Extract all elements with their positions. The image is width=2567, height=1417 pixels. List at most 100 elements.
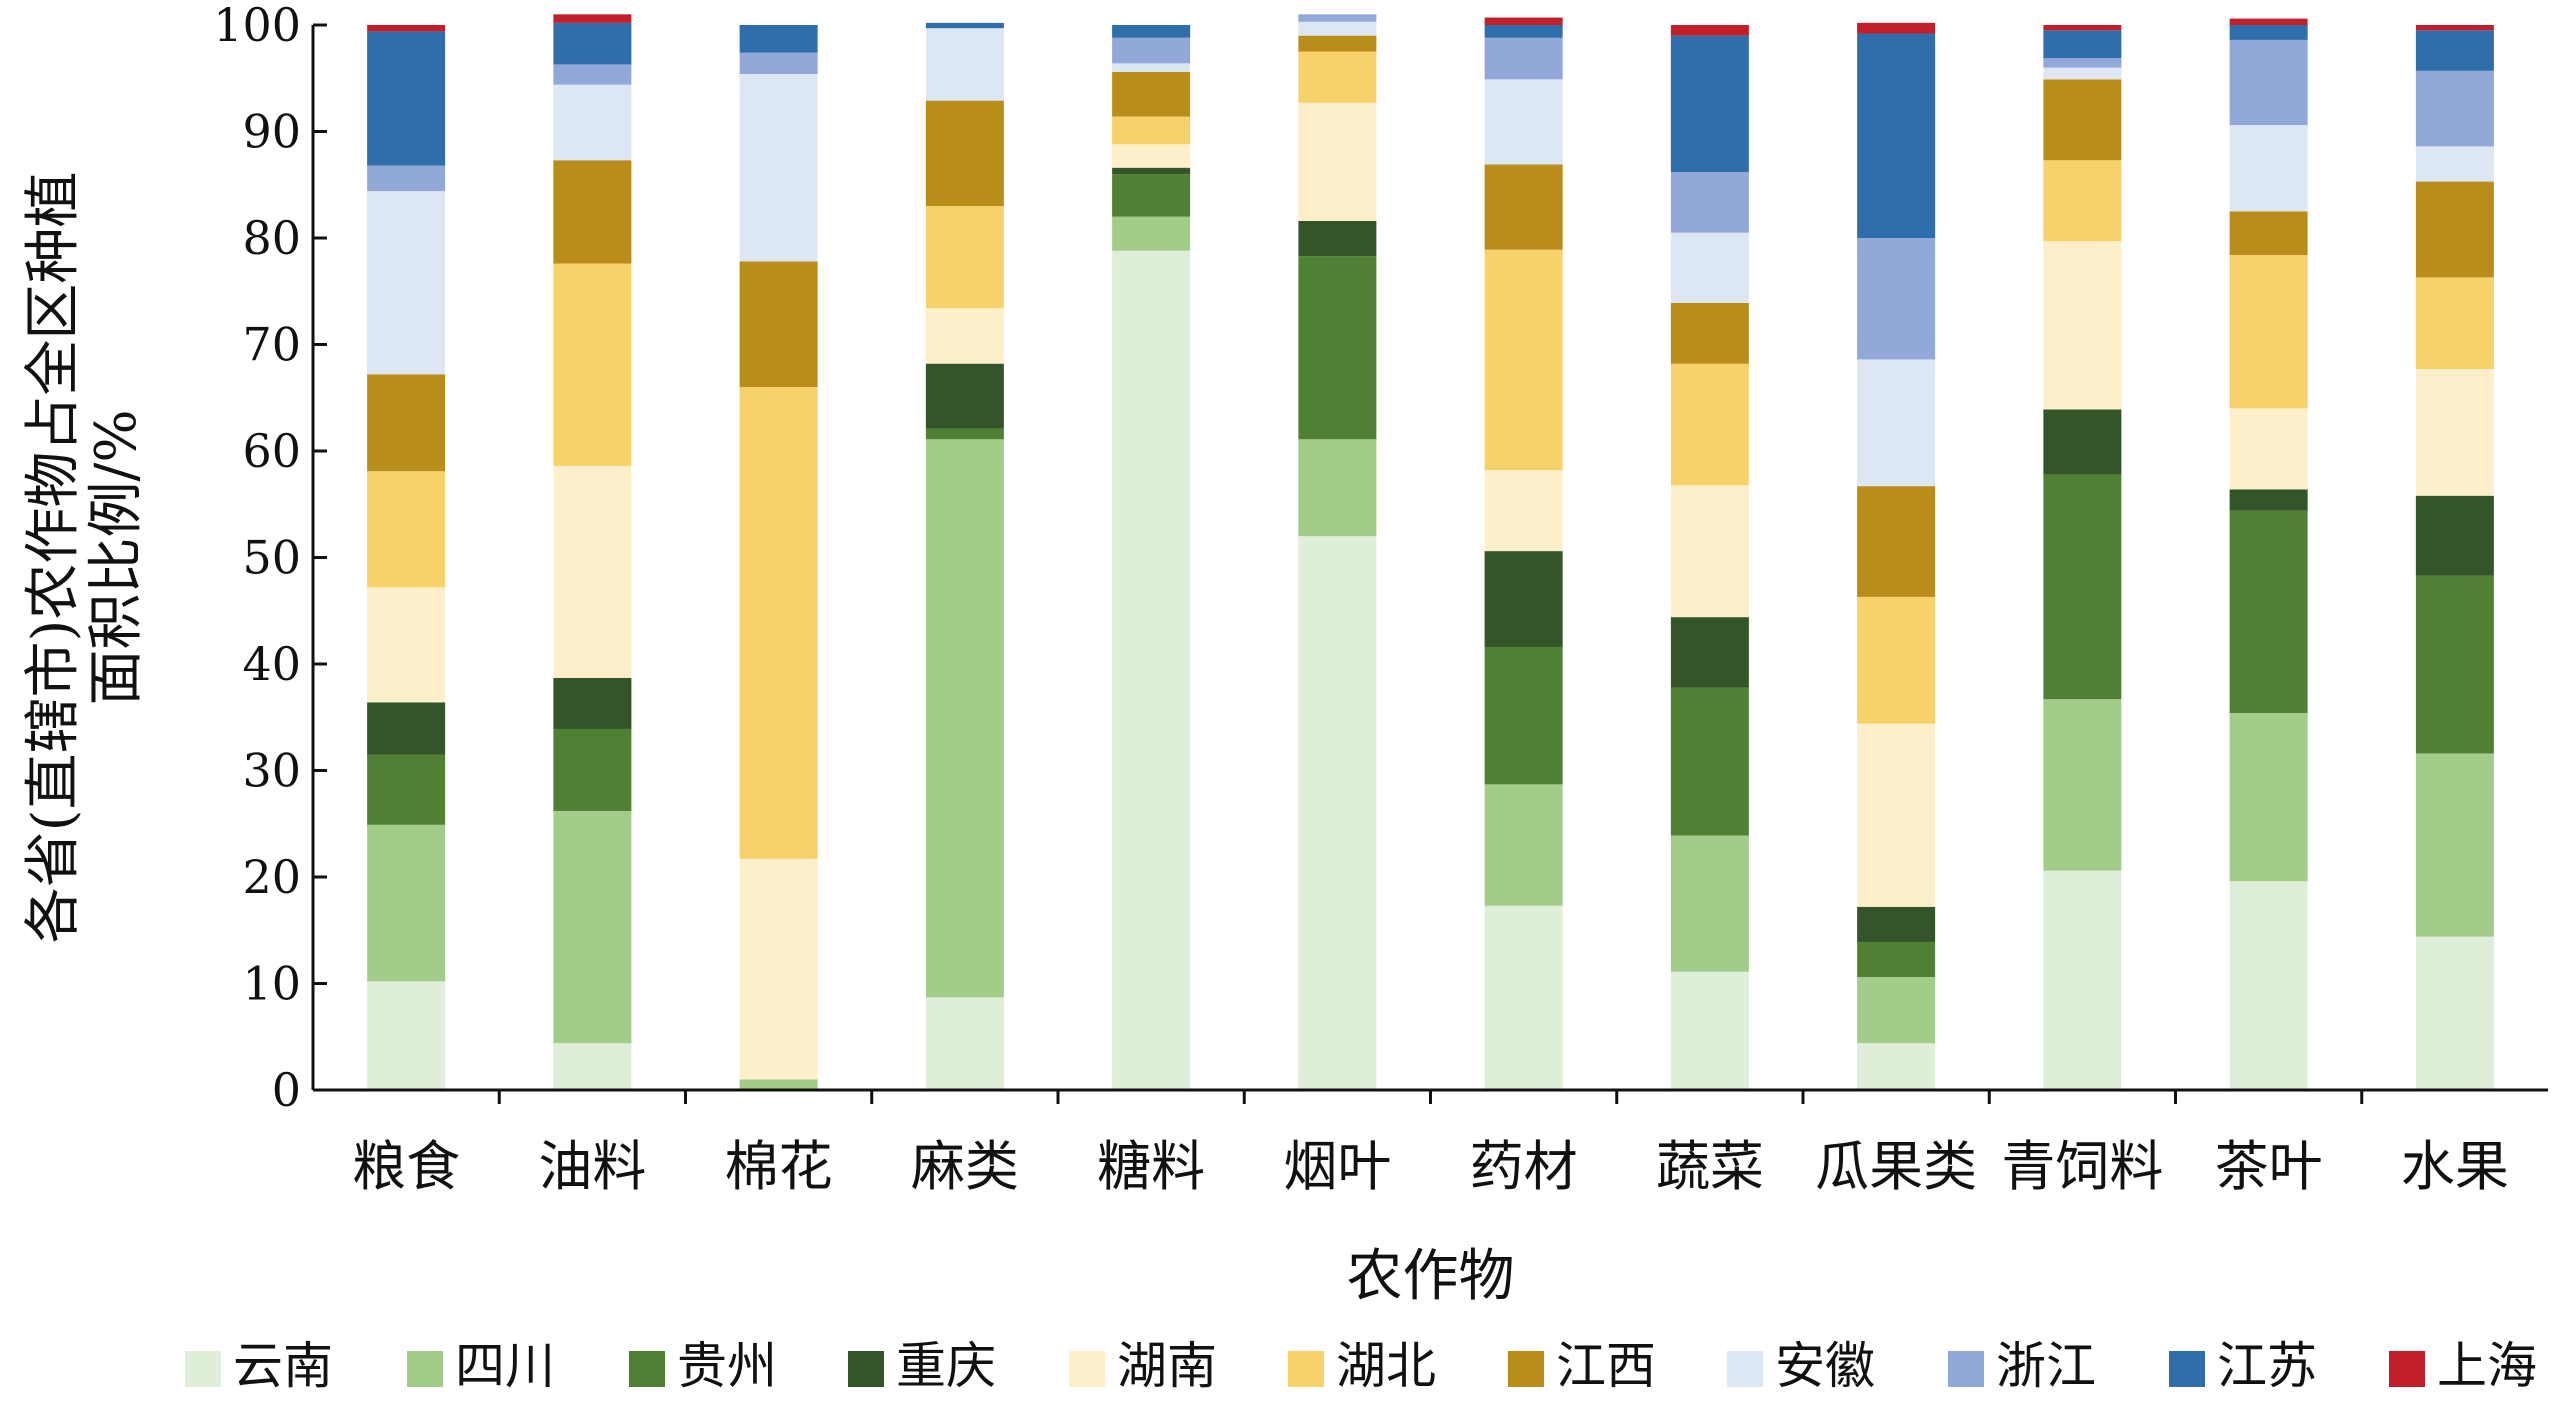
bar-segment: [2229, 712, 2308, 882]
bar-segment: [1112, 71, 1191, 117]
x-category-label: 茶叶: [2215, 1135, 2323, 1198]
bar-segment: [367, 702, 446, 755]
bar-segment: [1857, 723, 1936, 907]
bar-segment: [1298, 536, 1377, 1090]
x-category-label: 油料: [538, 1135, 646, 1198]
bar-segment: [1112, 63, 1191, 72]
bar-segment: [1112, 144, 1191, 168]
bar-segment: [2043, 79, 2122, 161]
bar-segment: [1298, 51, 1377, 103]
bar-segment: [1484, 646, 1563, 785]
bar-segment: [2415, 575, 2494, 754]
bar-segment: [1857, 1043, 1936, 1090]
bar-segment: [1484, 37, 1563, 80]
bar-segment: [367, 587, 446, 703]
legend: 云南 四川 贵州 重庆 湖南 湖北 江西 安徽 浙江 江苏 上海: [185, 1337, 2537, 1395]
bar-segment: [925, 100, 1004, 207]
bar-segment: [739, 387, 818, 859]
bar-segment: [1298, 220, 1377, 257]
y-tick-label: 90: [242, 105, 301, 159]
bar-segment: [1112, 37, 1191, 64]
bar-segment: [1484, 249, 1563, 471]
bar-segment: [1298, 439, 1377, 537]
bar-segment: [739, 1079, 818, 1090]
y-tick-label: 30: [242, 744, 301, 798]
bar-segment: [1670, 617, 1749, 688]
bar-segment: [1298, 21, 1377, 36]
x-category-label: 糖料: [1097, 1135, 1205, 1198]
bar-segment: [367, 25, 446, 32]
y-tick-label: 0: [272, 1063, 301, 1117]
bar-segment: [1857, 238, 1936, 360]
bar-segment: [367, 824, 446, 982]
legend-label: 云南: [233, 1337, 333, 1395]
bar-segment: [367, 754, 446, 825]
axes-layer: [311, 25, 2548, 1092]
bar-segment: [367, 165, 446, 192]
x-ticks: 粮食 油料 棉花 麻类 糖料 烟叶 药材 蔬菜 瓜果类 青饲料 茶叶 水果: [352, 1090, 2509, 1198]
bar-segment: [2229, 125, 2308, 212]
bar-segment: [1112, 216, 1191, 251]
bar-segment: [553, 14, 632, 23]
legend-item: 贵州: [629, 1337, 777, 1395]
legend-item: 湖南: [1069, 1337, 1217, 1395]
legend-swatch: [1508, 1351, 1544, 1387]
bar-segment: [553, 263, 632, 466]
y-tick-label: 50: [242, 531, 301, 585]
bar-segment: [2415, 181, 2494, 278]
bar-segment: [1857, 906, 1936, 942]
bar-segment: [1484, 905, 1563, 1090]
bar-segment: [367, 471, 446, 588]
bar-segment: [2043, 30, 2122, 59]
y-ticks: 0 10 20 30 40 50 60 70 80 90 100: [213, 0, 327, 1117]
bar-segment: [1670, 687, 1749, 836]
legend-label: 浙江: [1996, 1337, 2096, 1395]
legend-swatch: [407, 1351, 443, 1387]
legend-label: 江苏: [2217, 1337, 2317, 1395]
bar-segment: [1857, 359, 1936, 487]
legend-label: 江西: [1556, 1337, 1656, 1395]
bars-layer: [367, 14, 2494, 1090]
legend-swatch: [2169, 1351, 2205, 1387]
y-axis-title-line-2: 面积比例/%: [84, 409, 149, 705]
bar-segment: [1484, 470, 1563, 552]
x-category-label: 水果: [2401, 1135, 2509, 1198]
bar-segment: [553, 22, 632, 65]
bar-segment: [2415, 277, 2494, 369]
bar-segment: [2043, 409, 2122, 475]
bar-segment: [925, 22, 1004, 29]
bar-segment: [1857, 22, 1936, 34]
legend-swatch: [629, 1351, 665, 1387]
legend-swatch: [1288, 1351, 1324, 1387]
bar-segment: [367, 31, 446, 166]
bar-segment: [2415, 753, 2494, 937]
bar-segment: [2043, 241, 2122, 410]
legend-item: 四川: [407, 1337, 555, 1395]
bar-segment: [1298, 35, 1377, 52]
y-tick-label: 10: [242, 957, 301, 1011]
bar-segment: [2229, 510, 2308, 713]
bar-segment: [1857, 977, 1936, 1044]
bar-segment: [2415, 30, 2494, 71]
bar-segment: [2229, 489, 2308, 511]
bar-segment: [1670, 232, 1749, 303]
bar-segment: [553, 465, 632, 678]
y-tick-label: 70: [242, 318, 301, 372]
bar-segment: [2229, 18, 2308, 25]
x-category-label: 青饲料: [2001, 1135, 2163, 1198]
bar-segment: [925, 439, 1004, 998]
bar-segment: [1112, 250, 1191, 1090]
bar-segment: [2043, 67, 2122, 80]
bar-segment: [1112, 174, 1191, 217]
bar-segment: [1112, 167, 1191, 175]
bar-segment: [1112, 116, 1191, 145]
bar-segment: [2415, 25, 2494, 31]
bar-segment: [1670, 35, 1749, 172]
bar-segment: [1670, 363, 1749, 486]
y-axis-title: 各省(直辖市)农作物占全区种植 面积比例/%: [21, 172, 149, 944]
legend-item: 江苏: [2169, 1337, 2317, 1395]
legend-label: 上海: [2437, 1337, 2537, 1395]
bar-segment: [1484, 17, 1563, 25]
